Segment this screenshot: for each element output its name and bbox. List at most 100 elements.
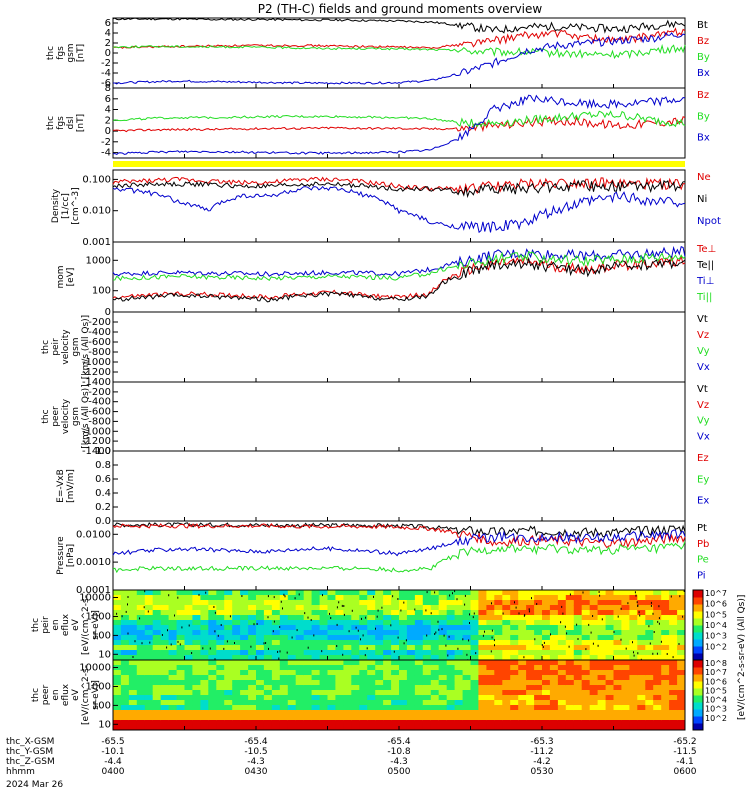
spectrogram-cell [605, 670, 614, 676]
spectrogram-cell [351, 705, 360, 711]
spectrogram-cell [256, 670, 265, 676]
spectrogram-cell [375, 690, 384, 696]
colorbar-segment [693, 688, 703, 696]
spectrogram-cell [470, 705, 479, 711]
spectrogram-cell [240, 635, 249, 641]
spectrogram-cell [470, 635, 479, 641]
spectrogram-cell [494, 610, 503, 616]
spectrogram-cell [661, 665, 670, 671]
spectrogram-cell [605, 610, 614, 616]
spectrogram-cell [327, 665, 336, 671]
spectrogram-cell [653, 605, 662, 611]
spectrogram-cell [613, 590, 622, 596]
spectrogram-cell [534, 725, 543, 731]
spectrogram-cell [160, 725, 170, 731]
spectrogram-cell [430, 635, 440, 641]
spectrogram-cell [645, 615, 654, 621]
spectrogram-cell [462, 685, 471, 691]
spectrogram-cell [375, 645, 384, 651]
spectrogram-cell [613, 675, 622, 681]
y-axis-label-line: fgs [56, 116, 66, 130]
spectrogram-dropout [321, 650, 323, 653]
spectrogram-cell [605, 660, 614, 666]
spectrogram-cell [462, 630, 471, 636]
y-axis-label-line: [1/cc] [61, 193, 71, 219]
spectrogram-cell [677, 710, 686, 716]
spectrogram-cell [367, 695, 376, 701]
spectrogram-dropout [666, 653, 668, 655]
spectrogram-dropout [267, 616, 269, 619]
spectrogram-dropout [205, 591, 207, 594]
spectrogram-cell [581, 670, 591, 676]
spectrogram-cell [287, 720, 297, 726]
spectrogram-cell [438, 650, 448, 656]
spectrogram-cell [391, 680, 400, 686]
spectrogram-dropout [625, 647, 627, 650]
spectrogram-cell [256, 640, 265, 646]
colorbar-segment [693, 618, 703, 626]
spectrogram-cell [589, 595, 599, 601]
colorbar-tick-label: 10^2 [705, 642, 727, 651]
spectrogram-cell [287, 650, 297, 656]
spectrogram-cell [518, 645, 527, 651]
spectrogram-cell [271, 625, 281, 631]
y-tick-label: -1400 [82, 446, 111, 457]
spectrogram-cell [470, 725, 479, 731]
spectrogram-cell [200, 590, 209, 596]
y-axis-label-line: gsm [71, 407, 81, 426]
spectrogram-cell [438, 615, 448, 621]
spectrogram-cell [168, 690, 177, 696]
spectrogram-cell [311, 670, 320, 676]
spectrogram-cell [248, 705, 257, 711]
spectrogram-cell [263, 635, 273, 641]
spectrogram-cell [184, 690, 193, 696]
series-line-npot [112, 185, 686, 234]
spectrogram-cell [367, 685, 376, 691]
spectrogram-cell [136, 605, 146, 611]
spectrogram-cell [168, 665, 177, 671]
spectrogram-cell [216, 615, 225, 621]
spectrogram-cell [263, 675, 273, 681]
spectrogram-cell [303, 640, 313, 646]
spectrogram-dropout [250, 645, 252, 648]
y-tick-label: 0.0 [95, 516, 111, 527]
spectrogram-cell [351, 725, 360, 731]
colorbar-tick-label: 10^3 [705, 705, 727, 714]
spectrogram-cell [677, 645, 686, 651]
spectrogram-cell [359, 680, 368, 686]
spectrogram-cell [375, 620, 384, 626]
spectrogram-dropout [634, 591, 636, 594]
spectrogram-cell [327, 680, 336, 686]
spectrogram-cell [605, 695, 614, 701]
spectrogram-cell [454, 590, 463, 596]
spectrogram-cell [430, 625, 440, 631]
y-axis-label-line: velocity [61, 398, 71, 434]
spectrogram-cell [391, 605, 400, 611]
spectrogram-cell [208, 605, 217, 611]
spectrogram-cell [287, 660, 297, 666]
spectrogram-cell [518, 605, 527, 611]
spectrogram-cell [216, 705, 225, 711]
spectrogram-cell [335, 665, 344, 671]
spectrogram-cell [422, 675, 432, 681]
spectrogram-cell [677, 675, 686, 681]
spectrogram-cell [645, 620, 654, 626]
spectrogram-cell [597, 665, 606, 671]
spectrogram-cell [502, 620, 511, 626]
spectrogram-cell [454, 705, 463, 711]
spectrogram-cell [542, 675, 551, 681]
spectrogram-cell [287, 700, 297, 706]
spectrogram-dropout [462, 638, 464, 641]
spectrogram-cell [208, 665, 217, 671]
spectrogram-cell [208, 695, 217, 701]
y-tick-label: -1200 [82, 436, 111, 447]
spectrogram-cell [240, 630, 249, 636]
y-tick-label: 1000 [86, 255, 111, 266]
spectrogram-cell [534, 660, 543, 666]
spectrogram-dropout [127, 603, 128, 606]
spectrogram-cell [549, 600, 559, 606]
spectrogram-cell [192, 665, 201, 671]
y-tick-label: -800 [88, 416, 111, 427]
spectrogram-cell [478, 720, 487, 726]
spectrogram-cell [446, 680, 456, 686]
